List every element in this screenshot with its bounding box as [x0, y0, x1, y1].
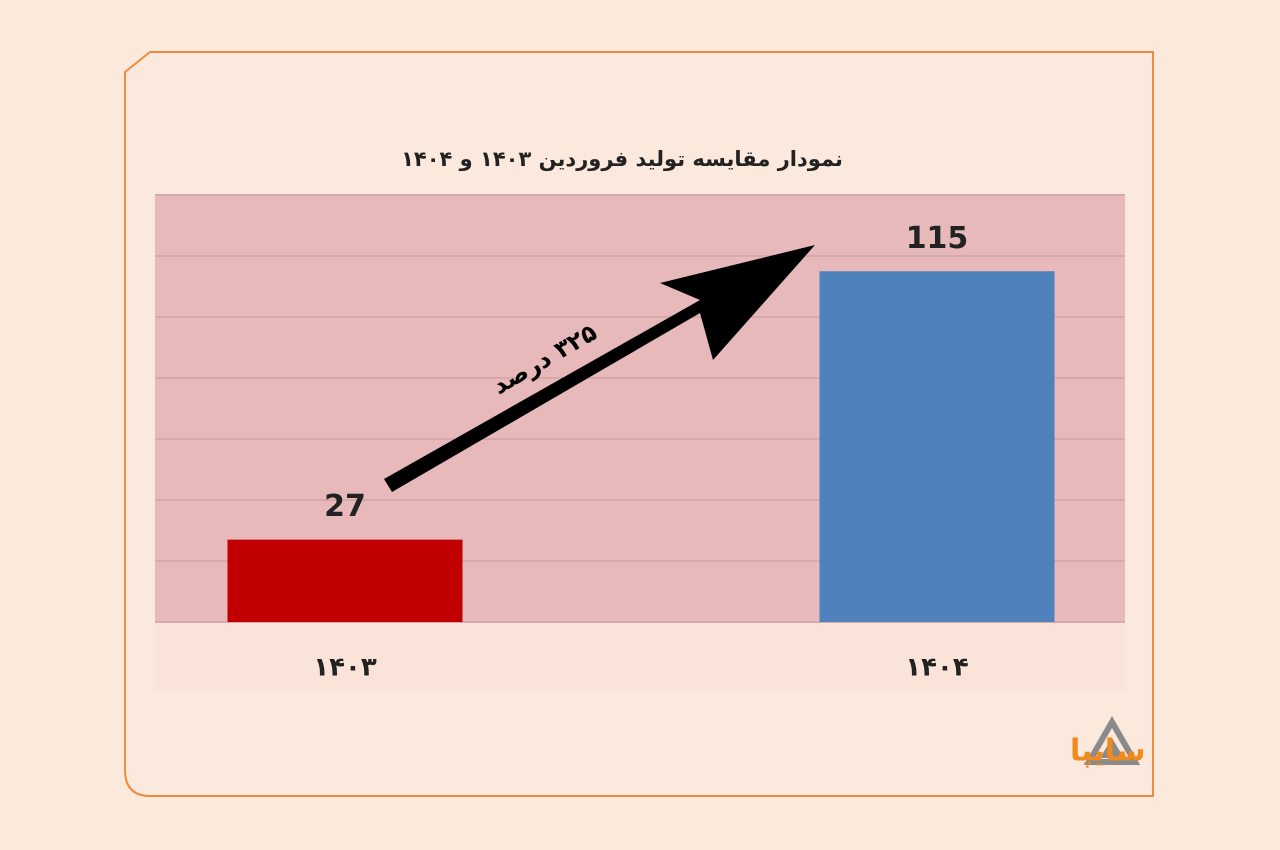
- data-label: 27: [324, 489, 366, 524]
- logo-icon: [1083, 715, 1141, 765]
- logo-text: سایپا: [1070, 734, 1146, 769]
- x-tick-label: ۱۴۰۴: [905, 653, 968, 683]
- data-label: 115: [906, 221, 969, 256]
- x-tick-label: ۱۴۰۳: [313, 653, 377, 683]
- marks: 27 ۱۴۰۳ 115 ۱۴۰۴: [155, 194, 1125, 683]
- chart-title: نمودار مقایسه تولید فروردین ۱۴۰۳ و ۱۴۰۴: [401, 147, 843, 171]
- growth-arrow: [384, 245, 815, 492]
- bar: [819, 271, 1055, 622]
- label-strip: [155, 622, 1125, 690]
- bar: [227, 539, 463, 622]
